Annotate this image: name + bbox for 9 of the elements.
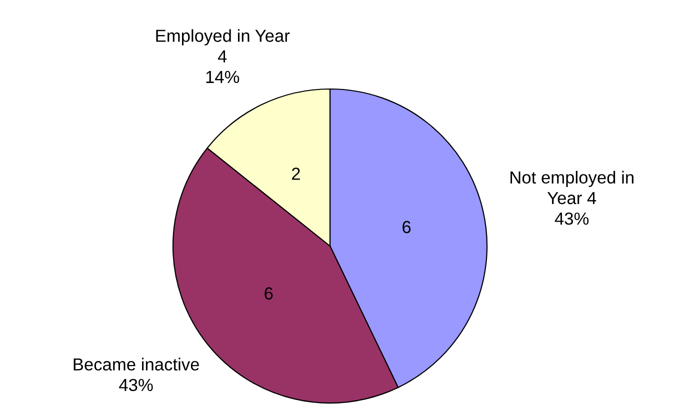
data-label: 6	[264, 287, 273, 300]
data-label: 6	[402, 220, 411, 234]
slice-label: Not employed in Year 4	[510, 170, 634, 204]
text: 14%	[206, 70, 240, 84]
slice-label: Became inactive	[74, 358, 199, 371]
text: 43%	[554, 212, 589, 225]
data-label: 2	[292, 168, 300, 180]
text: 43%	[119, 378, 153, 392]
slice-label: Employed in Year 4	[156, 29, 290, 62]
